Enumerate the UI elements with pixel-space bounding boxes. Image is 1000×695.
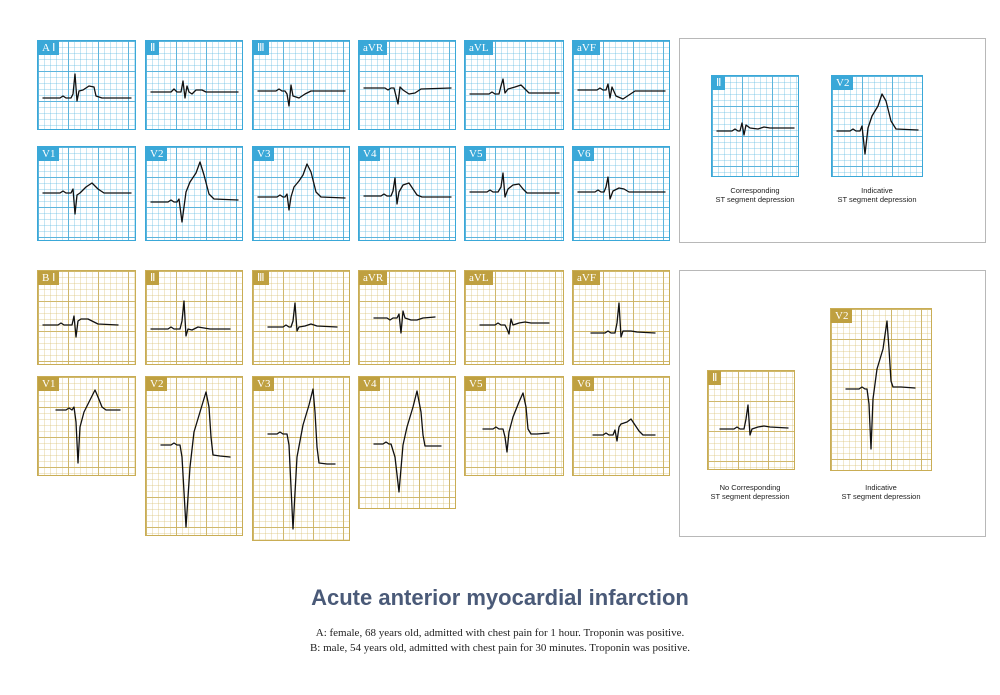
lead-label: Ⅱ xyxy=(146,41,160,55)
callout-caption: Indicative ST segment depression xyxy=(841,483,921,501)
ecg-trace xyxy=(577,83,666,100)
lead-label: Ⅲ xyxy=(253,41,269,55)
ecg-panel-b-aVR: aVR xyxy=(358,270,456,365)
ecg-trace xyxy=(267,302,338,332)
lead-label: aVF xyxy=(573,271,600,285)
ecg-trace xyxy=(836,93,919,155)
ecg-panel-b-V5: V5 xyxy=(464,376,564,476)
lead-label: aVL xyxy=(465,41,493,55)
ecg-panel-b-III: Ⅲ xyxy=(252,270,350,365)
ecg-panel-b-V6: V6 xyxy=(572,376,670,476)
ecg-trace xyxy=(257,163,346,211)
ecg-panel-a-callout-V2: V2 xyxy=(831,75,923,177)
ecg-trace xyxy=(363,86,452,105)
ecg-panel-a-aVL: aVL xyxy=(464,40,564,130)
ecg-trace xyxy=(719,404,789,436)
ecg-panel-a-V2: V2 xyxy=(145,146,243,241)
ecg-panel-b-aVL: aVL xyxy=(464,270,564,365)
lead-label: Ⅲ xyxy=(253,271,269,285)
ecg-trace xyxy=(469,172,560,198)
ecg-panel-b-callout-II: Ⅱ xyxy=(707,370,795,470)
lead-label: Ⅱ xyxy=(708,371,722,385)
ecg-trace xyxy=(373,390,442,493)
ecg-trace xyxy=(42,315,119,338)
ecg-trace xyxy=(590,302,656,338)
lead-label: Ⅱ xyxy=(712,76,726,90)
ecg-trace xyxy=(363,177,452,205)
ecg-panel-b-aVF: aVF xyxy=(572,270,670,365)
ecg-trace xyxy=(42,182,132,215)
ecg-trace xyxy=(257,84,346,107)
lead-label: V2 xyxy=(146,147,168,161)
lead-label: V4 xyxy=(359,147,381,161)
ecg-panel-a-callout-II: Ⅱ xyxy=(711,75,799,177)
ecg-panel-b-II: Ⅱ xyxy=(145,270,243,365)
ecg-panel-a-V1: V1 xyxy=(37,146,136,241)
lead-label: V3 xyxy=(253,147,275,161)
ecg-trace xyxy=(150,161,239,223)
ecg-panel-b-callout-V2: V2 xyxy=(830,308,932,471)
ecg-panel-a-V4: V4 xyxy=(358,146,456,241)
ecg-trace xyxy=(160,391,231,528)
lead-label: V5 xyxy=(465,377,487,391)
note-b: B: male, 54 years old, admitted with che… xyxy=(309,642,691,654)
lead-label: Ⅱ xyxy=(146,271,160,285)
ecg-panel-a-III: Ⅲ xyxy=(252,40,350,130)
lead-label: V2 xyxy=(831,309,853,323)
ecg-trace xyxy=(150,300,231,337)
ecg-trace xyxy=(373,310,436,334)
ecg-panel-a-I: A Ⅰ xyxy=(37,40,136,130)
ecg-trace xyxy=(55,389,121,464)
ecg-trace xyxy=(469,78,560,95)
ecg-trace xyxy=(150,80,239,99)
ecg-trace xyxy=(845,320,916,450)
lead-label: B Ⅰ xyxy=(38,271,60,285)
lead-label: V1 xyxy=(38,377,60,391)
ecg-panel-b-V2: V2 xyxy=(145,376,243,536)
lead-label: A Ⅰ xyxy=(38,41,60,55)
lead-label: V2 xyxy=(146,377,168,391)
ecg-panel-b-V4: V4 xyxy=(358,376,456,509)
ecg-trace xyxy=(42,73,132,102)
callout-caption: No Corresponding ST segment depression xyxy=(710,483,790,501)
note-a: A: female, 68 years old, admitted with c… xyxy=(315,627,685,639)
callout-caption: Corresponding ST segment depression xyxy=(715,186,795,204)
ecg-panel-b-I: B Ⅰ xyxy=(37,270,136,365)
ecg-panel-a-II: Ⅱ xyxy=(145,40,243,130)
ecg-trace xyxy=(479,318,550,335)
lead-label: aVF xyxy=(573,41,600,55)
ecg-panel-b-V1: V1 xyxy=(37,376,136,476)
callout-box-b: Ⅱ V2 No Corresponding ST segment depress… xyxy=(679,270,986,537)
ecg-panel-a-V6: V6 xyxy=(572,146,670,241)
lead-label: V1 xyxy=(38,147,60,161)
page-title: Acute anterior myocardial infarction xyxy=(311,585,689,610)
lead-label: aVR xyxy=(359,271,388,285)
lead-label: V5 xyxy=(465,147,487,161)
ecg-trace xyxy=(577,176,666,200)
lead-label: V6 xyxy=(573,147,595,161)
lead-label: V2 xyxy=(832,76,854,90)
ecg-trace xyxy=(267,388,336,530)
ecg-panel-a-V5: V5 xyxy=(464,146,564,241)
lead-label: V4 xyxy=(359,377,381,391)
ecg-panel-a-V3: V3 xyxy=(252,146,350,241)
ecg-panel-a-aVF: aVF xyxy=(572,40,670,130)
ecg-trace xyxy=(592,418,656,442)
callout-caption: Indicative ST segment depression xyxy=(837,186,917,204)
lead-label: aVR xyxy=(359,41,388,55)
callout-box-a: Ⅱ V2 Corresponding ST segment depression… xyxy=(679,38,986,243)
ecg-trace xyxy=(716,122,795,136)
ecg-trace xyxy=(482,392,550,453)
lead-label: V3 xyxy=(253,377,275,391)
ecg-panel-a-aVR: aVR xyxy=(358,40,456,130)
lead-label: aVL xyxy=(465,271,493,285)
lead-label: V6 xyxy=(573,377,595,391)
ecg-panel-b-V3: V3 xyxy=(252,376,350,541)
